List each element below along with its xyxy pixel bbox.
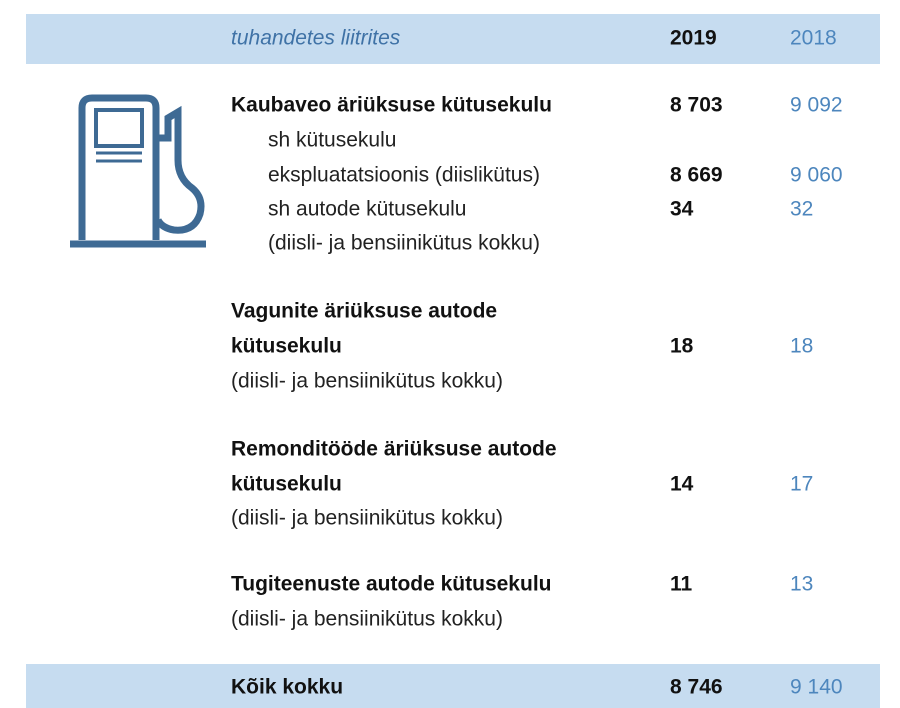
total-2019: 8 746 (670, 676, 723, 699)
row-label: (diisli- ja bensiinikütus kokku) (268, 232, 540, 255)
total-2018: 9 140 (790, 676, 843, 699)
value-2019: 18 (670, 335, 694, 358)
row-label: sh kütusekulu (268, 129, 396, 152)
col-2018: 2018 (790, 27, 837, 50)
row-label: sh autode kütusekulu (268, 198, 466, 221)
row-note: (diisli- ja bensiinikütus kokku) (231, 608, 503, 631)
row-label: Kaubaveo äriüksuse kütusekulu (231, 94, 552, 117)
row-label: Remonditööde äriüksuse autode (231, 438, 557, 461)
value-2018: 17 (790, 473, 813, 496)
value-2018: 13 (790, 573, 813, 596)
row-label: ekspluatatsioonis (diislikütus) (268, 164, 540, 187)
value-2018: 9 060 (790, 164, 843, 187)
value-2019: 8 703 (670, 94, 723, 117)
total-label: Kõik kokku (231, 676, 343, 699)
value-2019: 8 669 (670, 164, 723, 187)
row-label: Vagunite äriüksuse autode (231, 300, 497, 323)
header-band (26, 14, 880, 64)
row-label: kütusekulu (231, 473, 342, 496)
row-note: (diisli- ja bensiinikütus kokku) (231, 507, 503, 530)
value-2018: 9 092 (790, 94, 843, 117)
row-note: (diisli- ja bensiinikütus kokku) (231, 370, 503, 393)
value-2018: 18 (790, 335, 813, 358)
row-label: kütusekulu (231, 335, 342, 358)
value-2019: 34 (670, 198, 694, 221)
value-2019: 14 (670, 473, 694, 496)
value-2019: 11 (670, 573, 693, 596)
fuel-pump-icon (70, 94, 206, 248)
value-2018: 32 (790, 198, 813, 221)
unit-label: tuhandetes liitrites (231, 27, 401, 50)
col-2019: 2019 (670, 27, 717, 50)
total-band (26, 664, 880, 708)
row-label: Tugiteenuste autode kütusekulu (231, 573, 551, 596)
